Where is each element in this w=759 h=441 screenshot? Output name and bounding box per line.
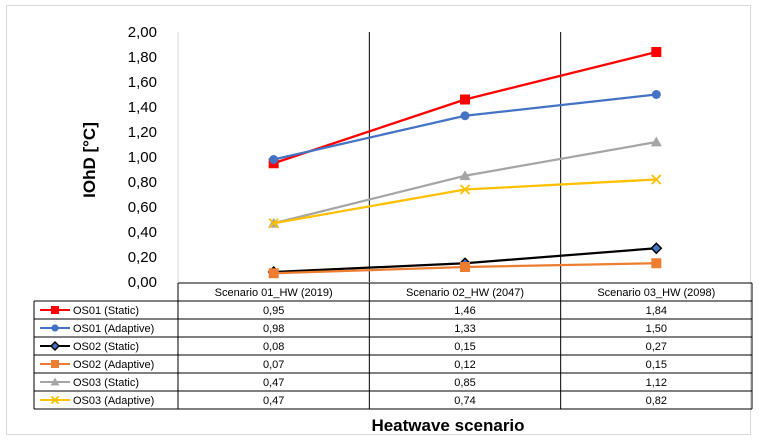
legend-entry: OS02 (Adaptive) — [73, 359, 154, 371]
y-tick-label: 1,40 — [128, 99, 157, 116]
data-label: 1,46 — [454, 305, 475, 317]
legend-entry: OS03 (Static) — [73, 377, 139, 389]
data-point — [50, 395, 60, 405]
x-tick-label: Scenario 01_HW (2019) — [215, 287, 333, 299]
y-tick-label: 0,80 — [128, 174, 157, 191]
data-point — [650, 136, 662, 147]
data-point — [49, 340, 61, 352]
x-axis-title: Heatwave scenario — [371, 416, 524, 435]
legend-entry: OS01 (Adaptive) — [73, 323, 154, 335]
data-point — [460, 262, 470, 272]
data-label: 0,15 — [454, 341, 475, 353]
data-label: 0,82 — [646, 395, 667, 407]
y-tick-label: 2,00 — [128, 24, 157, 41]
chart-frame — [6, 5, 751, 435]
data-label: 0,74 — [454, 395, 475, 407]
y-tick-label: 1,20 — [128, 124, 157, 141]
data-label: 1,12 — [646, 377, 667, 389]
y-tick-label: 1,00 — [128, 149, 157, 166]
data-label: 1,50 — [646, 323, 667, 335]
data-point — [459, 170, 471, 181]
data-point — [268, 218, 279, 229]
data-label: 0,15 — [646, 359, 667, 371]
series-line — [273, 178, 657, 225]
data-point — [268, 268, 279, 279]
y-tick-label: 0,40 — [128, 224, 157, 241]
x-tick-label: Scenario 03_HW (2098) — [597, 287, 715, 299]
data-label: 0,85 — [454, 377, 475, 389]
data-label: 1,33 — [454, 323, 475, 335]
y-tick-label: 0,20 — [128, 249, 157, 266]
data-point — [51, 324, 59, 332]
data-point — [51, 360, 59, 368]
data-label: 0,07 — [263, 359, 284, 371]
data-point — [50, 377, 60, 386]
data-point — [651, 174, 662, 185]
data-label: 0,47 — [263, 377, 284, 389]
data-point — [460, 94, 470, 105]
data-point — [650, 242, 663, 255]
legend-entry: OS01 (Static) — [73, 305, 139, 317]
data-point — [269, 155, 279, 164]
data-point — [651, 258, 662, 269]
y-tick-label: 1,80 — [128, 49, 157, 66]
legend-entry: OS02 (Static) — [73, 341, 139, 353]
data-label: 0,12 — [454, 359, 475, 371]
y-tick-label: 0,60 — [128, 199, 157, 216]
data-label: 1,84 — [646, 305, 667, 317]
x-tick-label: Scenario 02_HW (2047) — [406, 287, 524, 299]
data-point — [651, 90, 661, 99]
data-point — [51, 306, 59, 314]
data-point — [460, 111, 470, 121]
legend-entry: OS03 (Adaptive) — [73, 395, 154, 407]
data-label: 0,27 — [646, 341, 667, 353]
data-label: 0,08 — [263, 341, 284, 353]
data-label: 0,47 — [263, 395, 284, 407]
data-label: 0,95 — [263, 305, 284, 317]
data-point — [459, 184, 471, 195]
y-axis-title: IOhD [°C] — [80, 122, 99, 198]
y-tick-label: 1,60 — [128, 74, 157, 91]
data-label: 0,98 — [263, 323, 284, 335]
data-point — [651, 47, 662, 57]
y-tick-label: 0,00 — [128, 274, 157, 291]
